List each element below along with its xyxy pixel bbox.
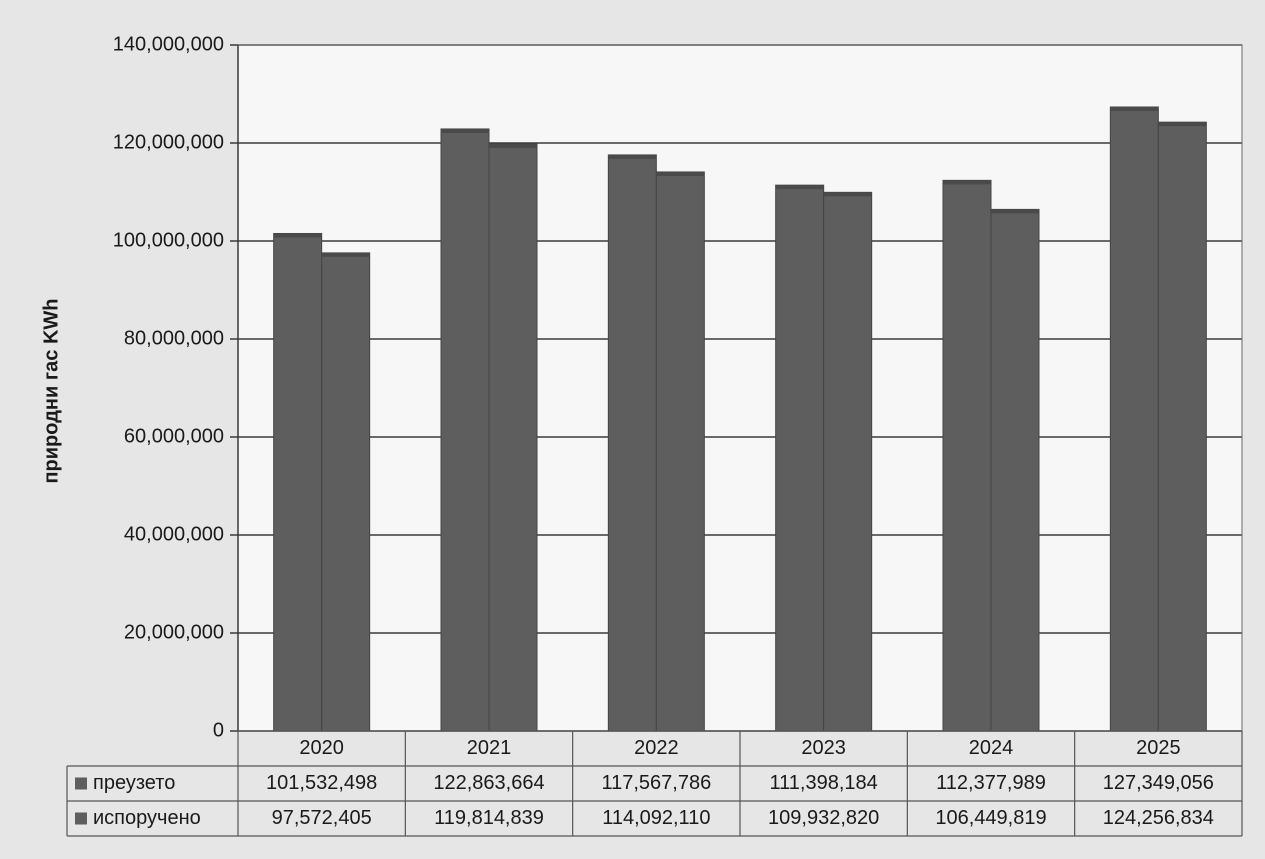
x-tick-label: 2024: [969, 737, 1014, 759]
table-value: 109,932,820: [768, 807, 879, 829]
y-axis-label: природни гас KWh: [40, 298, 62, 483]
y-tick-label: 80,000,000: [124, 327, 224, 349]
bar-preuzeto-2024: [942, 179, 992, 732]
table-value: 106,449,819: [935, 807, 1046, 829]
table-value: 124,256,834: [1103, 807, 1214, 829]
x-tick-label: 2022: [634, 737, 679, 759]
bar-top-edge: [321, 252, 370, 257]
legend-swatch: [75, 812, 87, 825]
data-table: 2020 2021 2022 2023 2024 2025 преузето 101,532,…: [66, 730, 1243, 837]
bar-top-edge: [943, 180, 991, 185]
bar-preuzeto-2023: [775, 184, 825, 732]
table-value: 111,398,184: [770, 772, 878, 794]
y-axis-ticks: 0 20,000,000 40,000,000 60,000,000 80,000,00…: [113, 33, 238, 741]
x-tick-label: 2023: [801, 737, 846, 759]
bar-isporuceno-2020: [321, 252, 371, 732]
bar-top-edge: [273, 233, 322, 238]
y-tick-label: 120,000,000: [113, 131, 224, 153]
bar-isporuceno-2023: [823, 191, 873, 732]
gridlines: [237, 44, 1243, 732]
bar-top-edge: [608, 154, 657, 159]
bar-isporuceno-2021: [488, 143, 538, 732]
bar-preuzeto-2022: [607, 154, 657, 732]
table-value: 112,377,989: [936, 772, 1046, 794]
y-tick-label: 140,000,000: [113, 33, 224, 55]
table-value: 117,567,786: [601, 772, 711, 794]
table-value: 122,863,664: [433, 772, 544, 794]
legend-label: испоручено: [93, 807, 201, 829]
x-tick-label: 2021: [467, 737, 512, 759]
legend-swatch: [75, 777, 87, 790]
bar-isporuceno-2025: [1157, 121, 1207, 732]
y-tick-label: 100,000,000: [113, 229, 224, 251]
plot-area: [238, 45, 1242, 731]
bar-isporuceno-2022: [655, 171, 705, 732]
bar-preuzeto-2020: [273, 232, 323, 732]
y-tick-label: 60,000,000: [124, 425, 224, 447]
table-value: 114,092,110: [602, 807, 710, 829]
table-value: 101,532,498: [266, 772, 377, 794]
bar-preuzeto-2021: [440, 128, 490, 732]
bar-preuzeto-2025: [1109, 106, 1159, 732]
y-tick-label: 20,000,000: [124, 621, 224, 643]
bar-top-edge: [775, 185, 824, 190]
bars: [273, 106, 1207, 732]
y-tick-label: 0: [213, 719, 224, 741]
x-tick-label: 2025: [1136, 737, 1181, 759]
bar-top-edge: [1110, 106, 1159, 111]
bar-top-edge: [823, 192, 872, 197]
table-value: 127,349,056: [1103, 772, 1214, 794]
bar-top-edge: [1158, 122, 1207, 127]
y-tick-label: 40,000,000: [124, 523, 224, 545]
legend-label: преузето: [93, 772, 175, 794]
bar-top-edge: [656, 171, 705, 176]
bar-top-edge: [441, 128, 489, 133]
table-value: 119,814,839: [434, 807, 544, 829]
bar-top-edge: [489, 143, 537, 148]
x-tick-label: 2020: [299, 737, 344, 759]
bar-top-edge: [991, 209, 1039, 214]
bar-isporuceno-2024: [990, 208, 1040, 732]
table-value: 97,572,405: [272, 807, 372, 829]
